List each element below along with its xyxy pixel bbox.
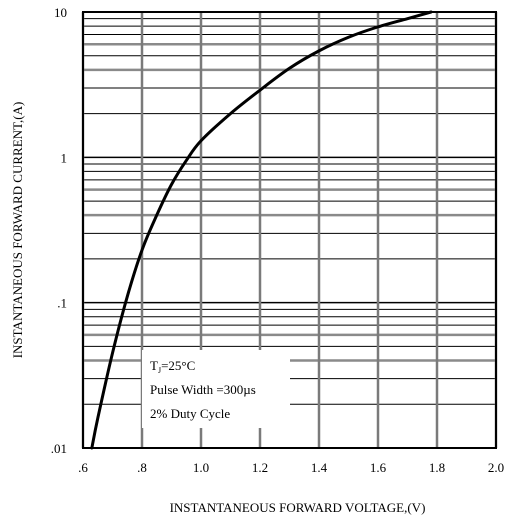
tick-labels: .6 .8 1.0 1.2 1.4 1.6 1.8 2.0 .01 .1 1 10 (51, 5, 504, 475)
note-duty-cycle: 2% Duty Cycle (150, 406, 230, 421)
x-tick-label: 1.4 (311, 460, 328, 475)
series-line-0 (90, 10, 433, 450)
x-tick-label: 1.8 (429, 460, 445, 475)
x-tick-label: 1.6 (370, 460, 387, 475)
note-background (142, 350, 290, 428)
plot-border (82, 11, 497, 449)
axis-labels: INSTANTANEOUS FORWARD VOLTAGE,(V) INSTANT… (10, 102, 425, 515)
x-tick-label: 2.0 (488, 460, 504, 475)
y-tick-label: .1 (57, 296, 67, 311)
x-axis-label: INSTANTANEOUS FORWARD VOLTAGE,(V) (170, 500, 426, 515)
note-pulse-width: Pulse Width =300µs (150, 382, 256, 397)
note-temperature: TJ=25°C (150, 358, 195, 375)
y-tick-label: .01 (51, 441, 67, 456)
plot-frame (82, 11, 497, 449)
y-tick-label: 1 (61, 150, 68, 165)
x-tick-label: 1.2 (252, 460, 268, 475)
x-tick-label: 1.0 (193, 460, 209, 475)
x-tick-label: .8 (137, 460, 147, 475)
y-tick-label: 10 (54, 5, 67, 20)
series-layer (90, 10, 433, 450)
y-axis-label: INSTANTANEOUS FORWARD CURRENT,(A) (10, 102, 25, 359)
test-conditions-note: TJ=25°C Pulse Width =300µs 2% Duty Cycle (142, 350, 290, 428)
x-tick-label: .6 (78, 460, 88, 475)
